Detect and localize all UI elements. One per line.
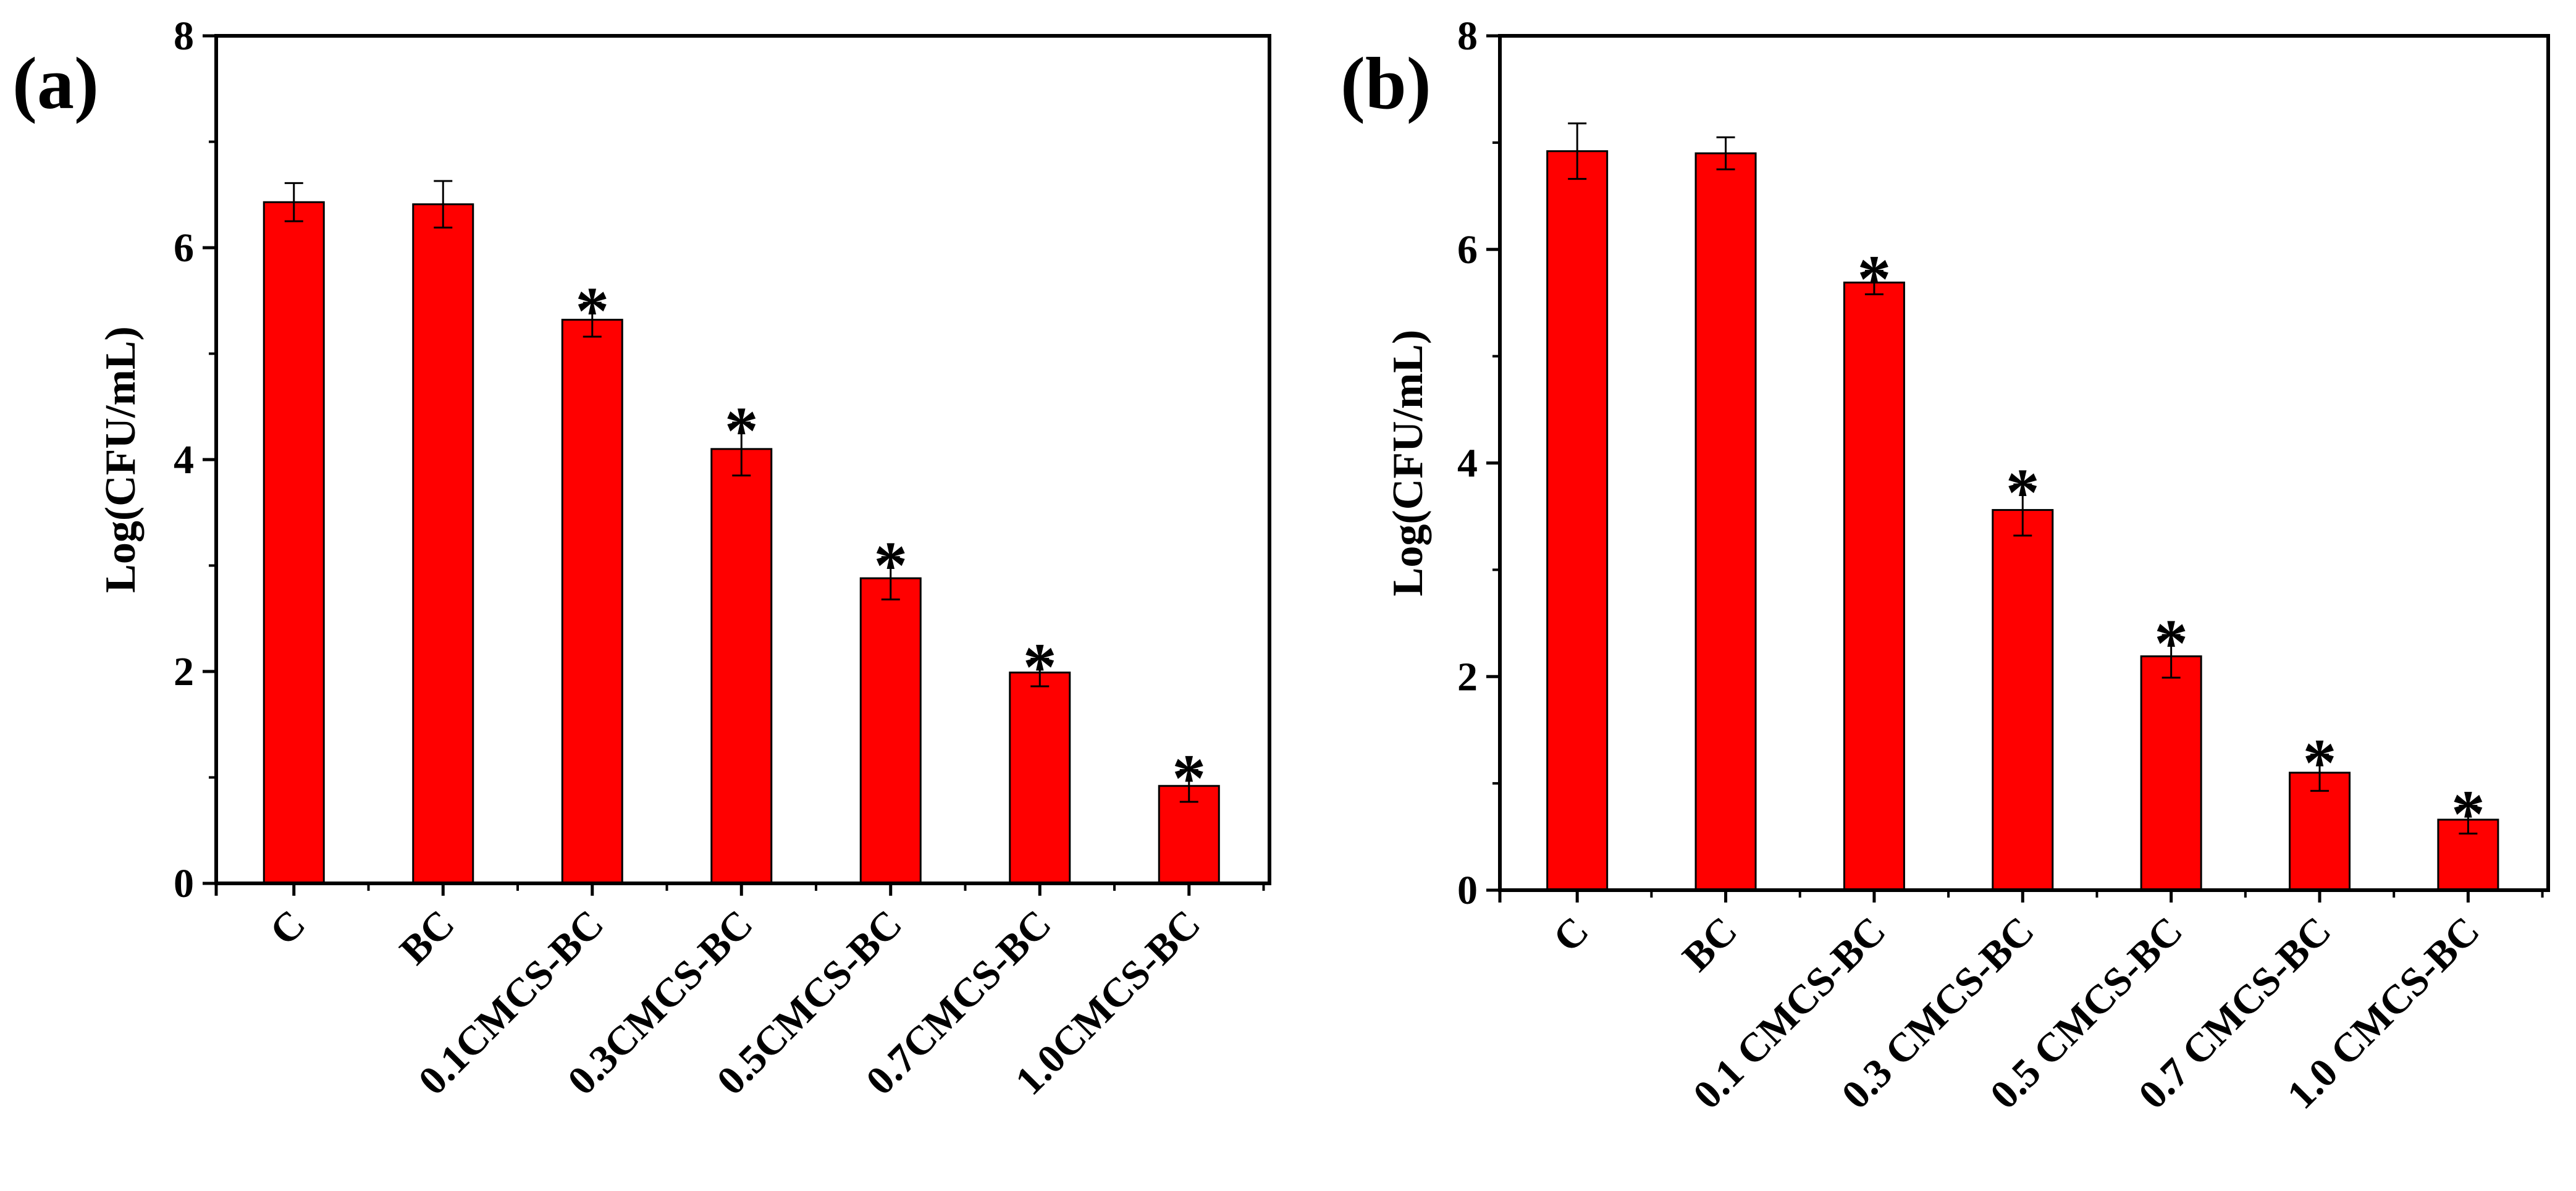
bar	[2140, 655, 2202, 891]
x-tick-label: C	[261, 901, 314, 954]
significance-star: *	[575, 273, 609, 348]
x-tick-label: C	[1544, 908, 1597, 961]
significance-star: *	[2006, 455, 2040, 530]
bar	[710, 448, 773, 885]
bar	[561, 319, 623, 885]
bar	[1992, 509, 2054, 891]
y-tick-label: 0	[1457, 868, 1478, 913]
significance-star: *	[2451, 776, 2485, 851]
y-tick-label: 2	[174, 649, 194, 694]
significance-star: *	[2303, 725, 2337, 800]
significance-star: *	[1023, 629, 1057, 704]
x-tick-label: BC	[1674, 908, 1746, 980]
x-tick-label: BC	[391, 901, 463, 973]
significance-star: *	[873, 528, 907, 603]
bar	[1009, 671, 1071, 885]
y-tick-label: 8	[174, 14, 194, 59]
bar	[1843, 281, 1905, 891]
bar	[859, 577, 922, 885]
panel-label: (b)	[1341, 42, 1431, 124]
significance-star: *	[1172, 740, 1206, 815]
panel-label: (a)	[12, 42, 99, 124]
y-tick-label: 4	[1457, 441, 1478, 486]
significance-star: *	[725, 393, 759, 468]
y-axis-label: Log(CFU/mL)	[1384, 330, 1432, 597]
y-tick-label: 8	[1457, 14, 1478, 59]
y-tick-label: 6	[1457, 227, 1478, 272]
bar	[1546, 150, 1609, 891]
y-axis-label: Log(CFU/mL)	[97, 326, 145, 593]
significance-star: *	[2154, 605, 2188, 681]
bar	[263, 201, 325, 885]
bar	[1694, 152, 1757, 891]
significance-star: *	[1857, 241, 1891, 316]
y-tick-label: 6	[174, 225, 194, 271]
y-tick-label: 2	[1457, 654, 1478, 699]
bar	[412, 203, 474, 885]
y-tick-label: 0	[174, 861, 194, 906]
y-tick-label: 4	[174, 437, 194, 482]
